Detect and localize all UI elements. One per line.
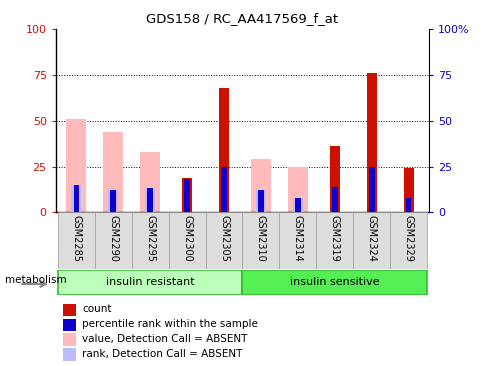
Bar <box>330 187 339 212</box>
Text: GSM2324: GSM2324 <box>366 215 376 262</box>
Bar <box>63 304 76 316</box>
Bar <box>139 152 160 212</box>
Bar <box>110 190 116 212</box>
Bar <box>131 212 168 269</box>
Bar <box>103 132 123 212</box>
Text: rank, Detection Call = ABSENT: rank, Detection Call = ABSENT <box>82 349 242 359</box>
Text: GSM2290: GSM2290 <box>108 215 118 262</box>
Bar <box>403 168 413 212</box>
Bar <box>390 212 426 269</box>
Bar <box>366 73 377 212</box>
Bar <box>332 187 337 212</box>
Bar <box>250 159 271 212</box>
Bar <box>71 185 80 212</box>
Text: GSM2319: GSM2319 <box>329 215 339 262</box>
Bar <box>329 146 339 212</box>
Bar <box>406 198 410 212</box>
Bar <box>353 212 390 269</box>
Text: GSM2295: GSM2295 <box>145 215 155 262</box>
Text: percentile rank within the sample: percentile rank within the sample <box>82 319 257 329</box>
Bar <box>279 212 316 269</box>
Text: insulin resistant: insulin resistant <box>106 277 194 287</box>
Bar <box>66 119 86 212</box>
Text: value, Detection Call = ABSENT: value, Detection Call = ABSENT <box>82 334 247 344</box>
Text: GSM2285: GSM2285 <box>71 215 81 262</box>
Text: GSM2305: GSM2305 <box>219 215 228 262</box>
Text: GSM2300: GSM2300 <box>182 215 192 262</box>
Bar <box>58 270 242 295</box>
Bar <box>108 190 118 212</box>
Bar <box>63 318 76 331</box>
Bar <box>287 167 307 212</box>
Bar <box>258 190 263 212</box>
Text: GSM2329: GSM2329 <box>403 215 413 262</box>
Bar <box>218 88 229 212</box>
Bar <box>63 348 76 361</box>
Bar <box>168 212 205 269</box>
Bar <box>368 167 374 212</box>
Bar <box>182 178 192 212</box>
Text: GSM2310: GSM2310 <box>256 215 265 262</box>
Bar <box>74 185 78 212</box>
Bar <box>94 212 131 269</box>
Bar <box>184 179 189 212</box>
Bar <box>221 167 226 212</box>
Bar <box>205 212 242 269</box>
Text: metabolism: metabolism <box>5 275 66 285</box>
Text: count: count <box>82 304 111 314</box>
Bar <box>316 212 353 269</box>
Bar <box>145 188 154 212</box>
Text: insulin sensitive: insulin sensitive <box>289 277 379 287</box>
Bar <box>58 212 94 269</box>
Title: GDS158 / RC_AA417569_f_at: GDS158 / RC_AA417569_f_at <box>146 12 338 25</box>
Bar <box>242 270 426 295</box>
Bar <box>147 188 152 212</box>
Text: GSM2314: GSM2314 <box>292 215 302 262</box>
Bar <box>242 212 279 269</box>
Bar <box>295 198 300 212</box>
Bar <box>293 198 302 212</box>
Bar <box>256 190 265 212</box>
Bar <box>63 333 76 346</box>
